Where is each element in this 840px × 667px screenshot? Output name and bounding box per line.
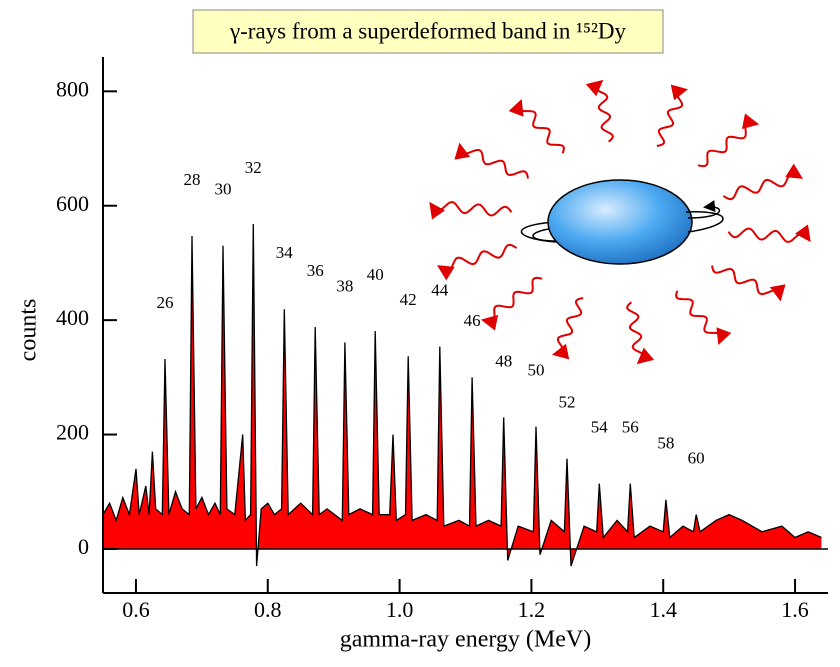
peak-label: 28 bbox=[183, 170, 200, 189]
rotation-ring bbox=[687, 200, 721, 219]
gamma-arrow bbox=[675, 290, 732, 346]
x-tick-label: 1.2 bbox=[518, 597, 546, 622]
y-tick-label: 0 bbox=[78, 534, 89, 559]
gamma-arrow bbox=[454, 142, 529, 179]
x-tick-label: 1.4 bbox=[649, 597, 677, 622]
peak-label: 30 bbox=[214, 180, 231, 199]
gamma-arrow bbox=[508, 98, 565, 154]
title-box bbox=[192, 9, 664, 54]
peak-label: 38 bbox=[336, 276, 353, 295]
peak-label: 58 bbox=[657, 434, 674, 453]
gamma-arrow bbox=[727, 224, 811, 244]
y-axis-label: counts bbox=[16, 299, 42, 362]
nucleus bbox=[547, 179, 693, 265]
peak-label: 54 bbox=[591, 418, 609, 437]
spectrum-area bbox=[103, 224, 822, 567]
peak-label: 48 bbox=[495, 351, 512, 370]
gamma-arrow bbox=[437, 243, 518, 281]
peak-label: 26 bbox=[156, 293, 173, 312]
x-axis-label: gamma-ray energy (MeV) bbox=[340, 627, 591, 653]
y-tick-label: 400 bbox=[56, 305, 89, 330]
y-tick-label: 200 bbox=[56, 420, 89, 445]
peak-label: 44 bbox=[431, 280, 449, 299]
nucleus-illustration bbox=[429, 79, 811, 365]
gamma-arrow bbox=[480, 276, 543, 331]
peak-label: 40 bbox=[367, 265, 384, 284]
x-tick-label: 0.6 bbox=[122, 597, 150, 622]
gamma-arrow bbox=[551, 297, 584, 360]
peak-label: 56 bbox=[622, 418, 639, 437]
x-tick-label: 1.6 bbox=[781, 597, 809, 622]
peak-label: 52 bbox=[559, 392, 576, 411]
spectrum-line bbox=[102, 223, 822, 567]
gamma-arrow bbox=[429, 200, 513, 220]
y-tick-label: 800 bbox=[56, 76, 89, 101]
gamma-arrow bbox=[656, 84, 689, 147]
gamma-arrow bbox=[711, 265, 786, 302]
peak-label: 34 bbox=[276, 243, 294, 262]
rotation-ring bbox=[685, 211, 724, 233]
peak-label: 42 bbox=[400, 290, 417, 309]
peak-label: 32 bbox=[245, 158, 262, 177]
x-tick-label: 1.0 bbox=[386, 597, 414, 622]
gamma-arrow bbox=[626, 301, 655, 365]
peak-label: 46 bbox=[464, 311, 481, 330]
gamma-arrow bbox=[585, 79, 614, 143]
gamma-arrow bbox=[697, 113, 760, 168]
peak-label: 36 bbox=[307, 261, 324, 280]
peak-label: 60 bbox=[688, 449, 705, 468]
peak-label: 50 bbox=[528, 360, 545, 379]
chart-title: γ-rays from a superdeformed band in ¹⁵²D… bbox=[229, 18, 627, 43]
x-tick-label: 0.8 bbox=[254, 597, 282, 622]
y-tick-label: 600 bbox=[56, 191, 89, 216]
gamma-arrow bbox=[722, 163, 803, 201]
